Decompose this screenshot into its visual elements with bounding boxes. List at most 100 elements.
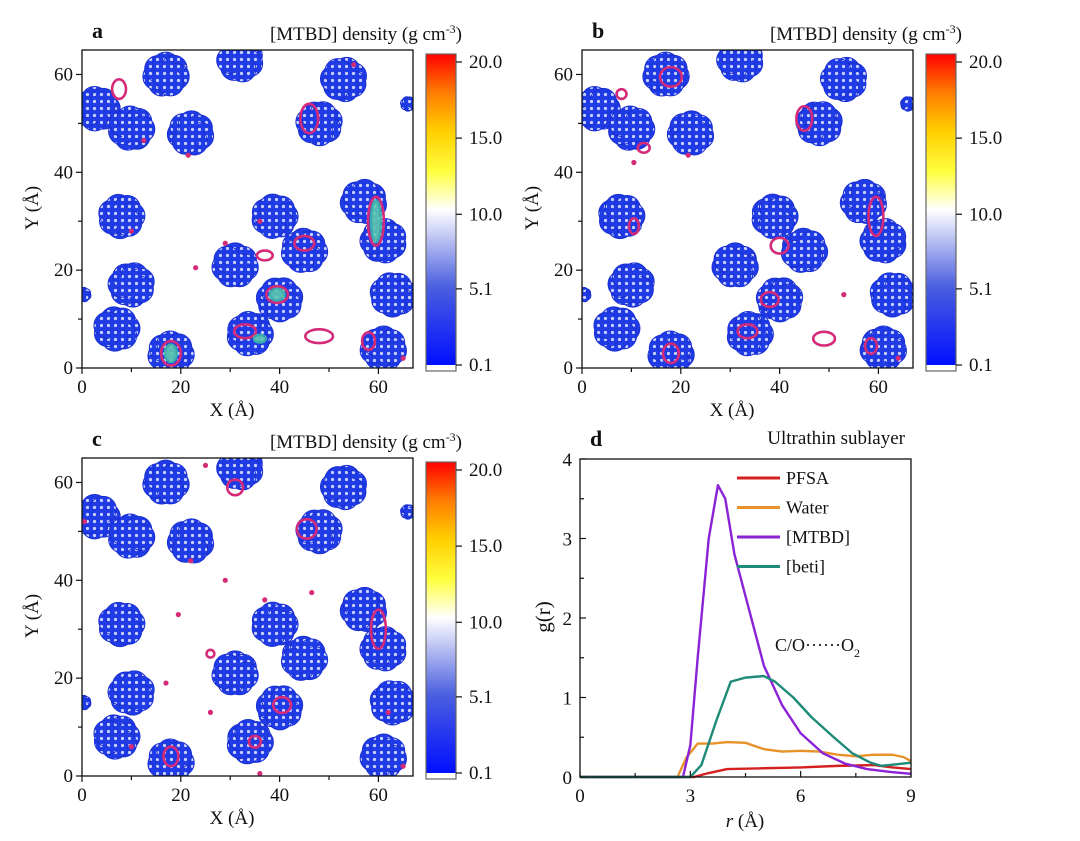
- colorbar-tick-label: 15.0: [469, 128, 502, 149]
- mtbd-cluster: [82, 494, 121, 540]
- mtbd-cluster: [582, 286, 592, 303]
- mtbd-cluster: [726, 311, 774, 357]
- cluster-core: [109, 611, 135, 637]
- cluster-core: [678, 120, 704, 146]
- mtbd-cluster: [226, 719, 274, 765]
- colorbar-title: [MTBD] density (g cm-3): [270, 430, 462, 453]
- o2-density-contour: [232, 323, 258, 340]
- y-tick-label: 60: [54, 472, 73, 493]
- plot-frame: [81, 457, 414, 777]
- o2-density-spot: [188, 558, 194, 564]
- colorbar-frame: [925, 53, 957, 372]
- y-tick-label: 20: [554, 260, 573, 281]
- mtbd-cluster: [751, 193, 799, 239]
- colorbar-tick-label: 20.0: [469, 460, 502, 481]
- cluster-core: [178, 528, 204, 554]
- mtbd-cluster: [142, 459, 190, 505]
- plot-frame: [81, 49, 414, 369]
- mtbd-cluster: [211, 242, 259, 288]
- cluster-core: [351, 597, 377, 623]
- cluster-core: [82, 698, 88, 707]
- series-line-water: [580, 740, 912, 779]
- mtbd-cluster: [369, 680, 413, 726]
- cluster-core: [158, 748, 184, 774]
- o2-density-contour: [867, 195, 885, 238]
- legend-label: Water: [786, 498, 829, 518]
- colorbar-tick-label: 10.0: [969, 204, 1002, 225]
- x-label-var: r: [726, 811, 734, 832]
- mtbd-cluster: [607, 262, 655, 308]
- cluster-core: [727, 50, 753, 73]
- cluster-core: [82, 290, 88, 299]
- colorbar-tick-label: 20.0: [469, 52, 502, 73]
- colorbar-gradient: [926, 54, 956, 365]
- legend-label: [beti]: [786, 557, 825, 577]
- colorbar-tick-label: 0.1: [469, 355, 493, 376]
- o2-density-spot: [193, 265, 199, 271]
- mtbd-cluster: [819, 56, 867, 103]
- mtbd-cluster: [359, 626, 407, 672]
- cluster-core: [291, 646, 317, 672]
- colorbar-tick-label: 15.0: [969, 128, 1002, 149]
- o2-density-spot: [351, 62, 357, 68]
- plot-area: [82, 50, 413, 368]
- x-tick-label: 3: [686, 786, 696, 807]
- cluster-core: [178, 120, 204, 146]
- cluster-core: [370, 636, 396, 662]
- annotation: C/O······O2: [775, 635, 860, 660]
- mtbd-cluster: [869, 272, 913, 318]
- o2-density-spot: [207, 709, 214, 716]
- panel-letter: d: [590, 426, 602, 451]
- cluster-core: [227, 458, 253, 481]
- mtbd-cluster: [216, 50, 264, 83]
- colorbar-tick-label: 20.0: [969, 52, 1002, 73]
- o2-density-contour: [863, 336, 879, 356]
- cluster-core: [604, 316, 630, 342]
- o2-density-spot: [222, 240, 228, 246]
- mtbd-cluster: [400, 504, 413, 520]
- o2-density-spot: [400, 355, 406, 361]
- mtbd-cluster: [295, 509, 343, 555]
- x-axis-label: X (Å): [710, 400, 755, 421]
- o2-density-contour: [264, 284, 290, 305]
- cluster-core: [618, 115, 644, 141]
- colorbar-min-band: [426, 365, 456, 371]
- colorbar-tick-label: 5.1: [469, 687, 493, 708]
- cluster-core: [831, 66, 857, 92]
- o2-density-contour: [247, 734, 263, 749]
- o2-density-spot: [895, 355, 901, 361]
- cluster-core: [762, 203, 788, 229]
- y-tick-label: 60: [554, 64, 573, 85]
- o2-density-spot: [841, 292, 847, 298]
- y-tick-label: 40: [54, 570, 73, 591]
- cluster-core: [118, 272, 144, 298]
- x-tick-label: 0: [575, 786, 585, 807]
- density-panel-a: 0 20 40 60 0 20 40 60 X (Å) Y (Å) a [MTBD] density …: [22, 18, 502, 421]
- cluster-core: [653, 61, 679, 87]
- cluster-core: [84, 504, 110, 530]
- series-line-mtbd: [580, 484, 912, 779]
- o2-density-spot: [257, 770, 263, 776]
- x-tick-label: 60: [369, 785, 388, 806]
- y-tick-label: 0: [64, 358, 74, 379]
- cluster-core: [403, 507, 413, 516]
- y-tick-label: 20: [54, 260, 73, 281]
- panel-letter: a: [92, 18, 103, 43]
- o2-density-contour: [658, 65, 684, 88]
- mtbd-cluster: [107, 262, 155, 308]
- colorbar-tick-label: 5.1: [969, 279, 993, 300]
- mtbd-cluster: [251, 193, 299, 239]
- title-main: [MTBD] density (g cm: [270, 24, 446, 45]
- y-tick-label: 0: [64, 766, 74, 787]
- cluster-core: [370, 335, 396, 361]
- mtbd-cluster: [216, 458, 264, 491]
- cluster-core: [370, 743, 396, 769]
- cluster-core: [222, 660, 248, 686]
- mtbd-cluster: [211, 650, 259, 696]
- o2-density-contour: [255, 249, 274, 262]
- x-axis-label: r (Å): [726, 811, 765, 832]
- x-tick-label: 20: [171, 377, 190, 398]
- mtbd-cluster: [339, 586, 387, 633]
- o2-density-spot: [222, 577, 228, 583]
- mtbd-cluster: [98, 601, 146, 648]
